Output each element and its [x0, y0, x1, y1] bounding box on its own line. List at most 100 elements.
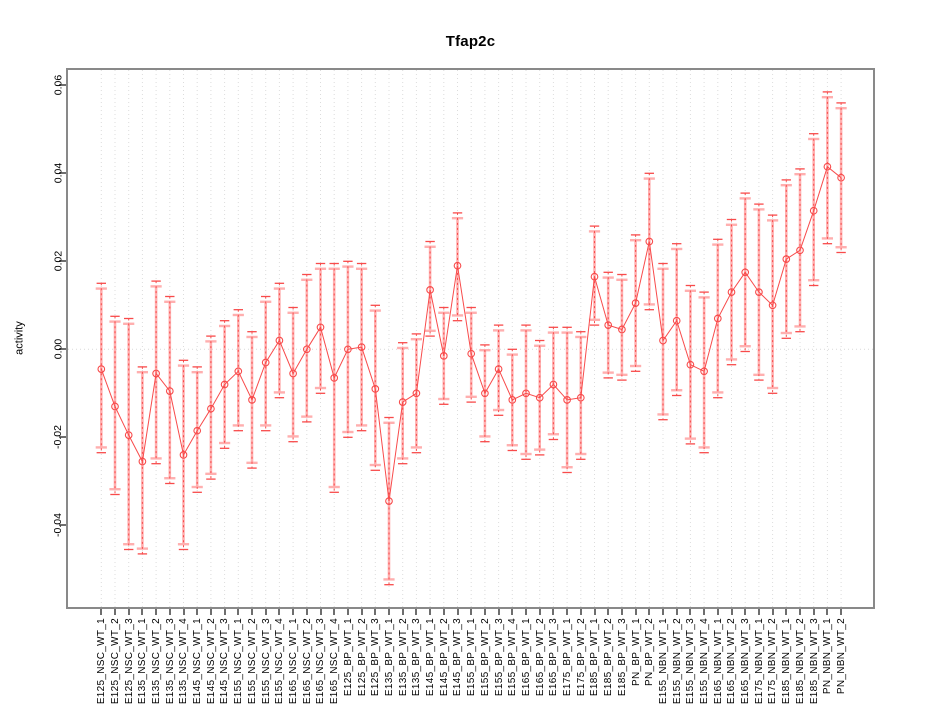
plot-svg	[68, 70, 873, 607]
data-point	[289, 369, 297, 378]
data-point	[220, 380, 229, 389]
x-tick-mark	[333, 609, 336, 615]
data-point	[97, 365, 106, 373]
x-tick-label-text: E145_NSC_WT_2	[205, 618, 217, 705]
x-tick-label-text: E125_NSC_WT_2	[110, 618, 121, 705]
x-tick-mark	[799, 609, 801, 615]
data-point	[659, 336, 667, 345]
x-tick-label-text: PN_NBN_WT_1	[822, 618, 834, 695]
y-tick-label-text: 0.06	[52, 75, 64, 96]
data-point	[248, 396, 256, 404]
data-point	[823, 162, 832, 171]
x-tick-mark	[730, 609, 733, 615]
data-point	[590, 272, 599, 281]
data-point	[631, 299, 640, 307]
data-point	[508, 396, 517, 404]
data-point	[316, 323, 325, 332]
x-tick-mark	[826, 609, 829, 615]
x-tick-mark	[305, 609, 308, 615]
data-point	[563, 396, 571, 404]
x-tick-label-text: E155_BP_WT_1	[466, 618, 478, 697]
x-tick-mark	[483, 609, 486, 615]
data-point	[481, 389, 489, 398]
data-point	[111, 402, 119, 411]
data-point	[330, 374, 339, 382]
x-tick-mark	[360, 609, 363, 615]
x-tick-mark	[703, 609, 706, 615]
data-point	[809, 206, 818, 215]
data-point	[768, 301, 777, 310]
x-tick-mark	[675, 609, 678, 615]
x-tick-mark	[251, 609, 253, 615]
data-point	[467, 349, 476, 358]
x-tick-label-text: E165_NSC_WT_1	[288, 618, 300, 705]
x-tick-mark	[168, 609, 171, 615]
data-point	[741, 268, 750, 277]
data-point	[207, 404, 215, 413]
data-point	[193, 426, 202, 435]
data-point	[124, 431, 133, 439]
x-tick-label-text: E185_NBN_WT_2	[795, 618, 806, 705]
data-point	[453, 261, 462, 270]
y-tick-mark	[59, 84, 66, 87]
y-tick-mark	[59, 348, 66, 351]
data-point	[494, 365, 503, 373]
x-tick-mark	[620, 609, 623, 615]
x-tick-label-text: E175_BP_WT_1	[562, 618, 574, 697]
x-tick-label-text: E155_NBN_WT_1	[658, 618, 669, 705]
x-tick-mark	[292, 609, 295, 615]
data-point	[234, 367, 243, 376]
y-tick-label-text: -0.02	[52, 425, 64, 450]
x-tick-label-text: E125_BP_WT_3	[370, 618, 382, 697]
y-axis-label-text: activity	[14, 321, 26, 355]
x-tick-mark	[525, 609, 527, 615]
y-tick-label-text: 0.00	[52, 339, 64, 360]
data-point	[522, 389, 530, 398]
data-point	[275, 336, 284, 345]
data-point	[672, 316, 681, 325]
data-point	[344, 345, 352, 354]
x-tick-label-text: E135_NSC_WT_2	[151, 618, 163, 705]
data-point	[796, 246, 804, 255]
x-tick-label-text: E185_NBN_WT_1	[781, 618, 793, 705]
x-tick-mark	[840, 609, 843, 615]
x-tick-label-text: E125_NSC_WT_3	[123, 618, 135, 705]
x-tick-mark	[566, 609, 569, 615]
x-tick-mark	[579, 609, 582, 615]
x-tick-label-text: E135_NSC_WT_1	[137, 618, 149, 705]
data-point	[700, 367, 708, 376]
x-tick-label-text: E145_NSC_WT_1	[192, 618, 204, 705]
x-tick-label-text: E185_BP_WT_2	[603, 618, 615, 697]
x-tick-mark	[319, 609, 322, 615]
x-tick-label-text: E155_BP_WT_3	[493, 618, 505, 697]
x-tick-mark	[470, 609, 473, 615]
x-tick-label-text: E185_BP_WT_1	[589, 618, 601, 697]
x-tick-mark	[374, 609, 377, 615]
x-tick-mark	[607, 609, 610, 615]
x-tick-mark	[429, 609, 432, 615]
data-point	[152, 369, 160, 378]
x-tick-label-text: PN_NBN_WT_2	[836, 618, 848, 695]
x-tick-label-text: E135_NSC_WT_4	[178, 618, 190, 705]
data-point	[576, 393, 585, 402]
x-tick-label-text: E165_NSC_WT_3	[315, 618, 327, 705]
x-tick-mark	[648, 609, 651, 615]
x-tick-label-text: E165_NBN_WT_3	[740, 618, 752, 705]
x-tick-mark	[155, 609, 158, 615]
x-tick-label-text: E175_BP_WT_2	[575, 618, 587, 697]
x-tick-mark	[662, 609, 664, 615]
data-point	[549, 380, 558, 389]
x-tick-mark	[223, 609, 226, 615]
data-point	[755, 288, 763, 296]
data-point	[535, 393, 544, 402]
y-tick-mark	[59, 260, 66, 263]
y-tick-label-text: 0.02	[52, 251, 64, 272]
x-tick-mark	[237, 609, 240, 615]
x-tick-label-text: E155_NSC_WT_3	[260, 618, 272, 705]
x-tick-mark	[689, 609, 692, 615]
x-tick-mark	[744, 609, 747, 615]
x-tick-mark	[538, 609, 541, 615]
x-tick-label-text: E155_BP_WT_4	[507, 618, 519, 697]
data-point	[179, 451, 188, 459]
